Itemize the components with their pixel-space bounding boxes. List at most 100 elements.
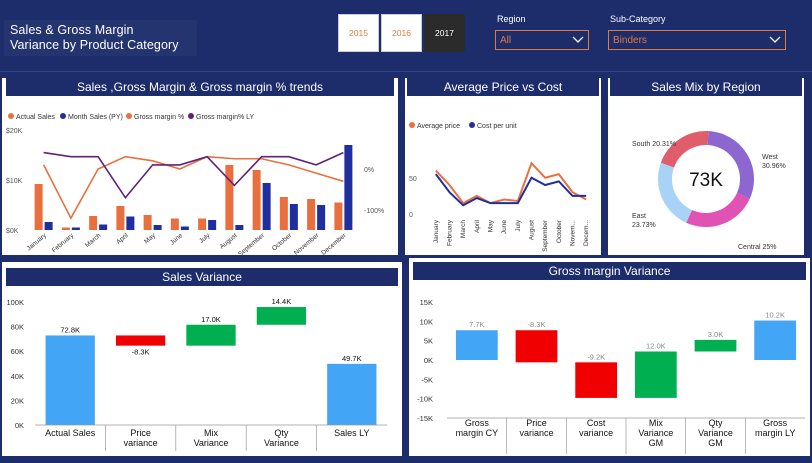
x-tick-label: August (529, 220, 536, 240)
center-total-label: 73K (689, 170, 723, 191)
legend-label: Gross margin % (134, 114, 184, 121)
y-tick-label: 20K (11, 396, 24, 405)
slice-east (658, 162, 692, 223)
waterfall-bar (634, 351, 677, 398)
waterfall-bar (115, 335, 166, 346)
data-label: 17.0K (201, 315, 221, 324)
bar-actual-sales (143, 215, 152, 230)
bar-actual-sales (198, 218, 207, 230)
year-button-2017[interactable]: 2017 (424, 14, 465, 52)
legend-marker (60, 113, 66, 119)
waterfall-bar (455, 330, 498, 360)
region-value: All (500, 34, 512, 46)
bar-month-sales-py (235, 225, 244, 230)
x-category-label: Price variance (519, 418, 553, 438)
x-category-label: Mix Variance GM (638, 418, 673, 448)
slice-central (686, 193, 750, 227)
x-category-label: Gross margin CY (456, 418, 499, 438)
y-tick-label: 80K (11, 323, 24, 332)
bar-month-sales-py (317, 205, 326, 230)
region-dropdown[interactable]: All (495, 30, 589, 50)
x-tick-label: September (542, 219, 549, 252)
x-tick-label: April (474, 219, 481, 233)
data-label: 12.0K (646, 341, 666, 350)
data-label: -8.3K (132, 348, 150, 357)
gm-variance-chart: 15K 10K 5K 0K -5K -10K -15K 7.7K Gross margin CY -… (417, 298, 805, 454)
x-tick-label: September (237, 232, 266, 255)
title-line-2: Variance by Product Category (10, 38, 179, 52)
x-tick-label: Decem... (583, 220, 590, 246)
waterfall-bar (256, 307, 307, 325)
y-tick-label: 0 (409, 212, 413, 219)
x-tick-label: March (460, 220, 467, 238)
subcategory-dropdown[interactable]: Binders (608, 30, 786, 50)
sales-mix-title: Sales Mix by Region (610, 78, 802, 96)
year-button-2015[interactable]: 2015 (338, 14, 379, 52)
legend-label: Average price (417, 123, 460, 130)
x-category-label: Cost variance (579, 418, 613, 438)
bar-month-sales-py (44, 222, 53, 230)
line-gross-margin-pct-ly (43, 151, 344, 200)
x-tick-label: October (556, 219, 563, 243)
x-category-label: Qty Variance GM (698, 418, 733, 448)
bar-month-sales-py (99, 224, 108, 230)
legend-label: Cost per unit (477, 123, 517, 130)
waterfall-bar (694, 339, 737, 352)
price-cost-panel: Average Price vs Cost Average price Cost … (405, 78, 601, 255)
x-tick-label: December (320, 232, 348, 255)
slice-label-south: South 20.31% (632, 141, 676, 148)
data-label: 7.7K (469, 320, 484, 329)
bar-actual-sales (307, 199, 316, 230)
bar-month-sales-py (71, 227, 80, 230)
x-tick-label: March (84, 232, 103, 249)
price-cost-chart: Average price Cost per unit 50 0 January Febr… (409, 122, 590, 252)
trends-title: Sales ,Gross Margin & Gross margin % tre… (6, 78, 394, 96)
bar-actual-sales (252, 170, 261, 230)
sales-mix-chart: 73K West 30.96% Central 25% East 23.73% South … (632, 131, 786, 251)
bar-actual-sales (334, 202, 343, 230)
x-tick-label: July (198, 232, 212, 245)
bar-actual-sales (34, 184, 43, 230)
x-tick-label: April (115, 232, 130, 246)
x-tick-label: November (293, 232, 321, 255)
x-category-label: Sales LY (334, 428, 369, 438)
line-gross-margin-pct (42, 155, 344, 220)
bar-month-sales-py (153, 225, 162, 230)
bar-actual-sales (170, 218, 179, 230)
y-tick-label: $20K (6, 128, 23, 135)
subcategory-value: Binders (613, 34, 647, 46)
slice-west (707, 131, 754, 199)
bar-month-sales-py (180, 226, 189, 230)
region-label: Region (497, 14, 526, 24)
x-tick-label: June (169, 232, 185, 247)
waterfall-bar (754, 320, 797, 360)
legend-marker (409, 122, 415, 128)
dashboard-title: Sales & Gross Margin Variance by Product… (4, 20, 197, 56)
legend-label: Month Sales (PY) (68, 114, 123, 121)
x-tick-label: July (515, 219, 522, 231)
title-line-1: Sales & Gross Margin (10, 23, 134, 37)
bar-month-sales-py (208, 220, 217, 230)
bar-actual-sales (225, 165, 234, 230)
gm-variance-panel: Gross margin Variance 15K 10K 5K 0K -5K -10K -… (409, 258, 810, 456)
sales-variance-chart: 100K 80K 60K 40K 20K 0K 72.8K Actual Sales -8.3K… (6, 297, 387, 451)
bar-month-sales-py (289, 204, 298, 230)
bar-actual-sales (116, 206, 125, 230)
y-tick-label: 10K (420, 317, 433, 326)
subcategory-label: Sub-Category (610, 14, 666, 24)
year-button-2016[interactable]: 2016 (381, 14, 422, 52)
line-cost-per-unit (435, 173, 587, 207)
bar-actual-sales (279, 197, 288, 230)
legend-marker (469, 122, 475, 128)
data-label: -9.2K (587, 352, 605, 361)
gm-variance-title: Gross margin Variance (413, 262, 806, 280)
x-tick-label: October (271, 232, 294, 253)
data-label: 14.4K (272, 297, 292, 306)
slice-label-east: East 23.73% (632, 213, 656, 229)
y-tick-label: 100K (6, 298, 24, 307)
data-label: 10.2K (765, 311, 785, 320)
chevron-down-icon (572, 36, 584, 43)
y-tick-label: -5K (421, 375, 433, 384)
y-tick-label: 5K (424, 337, 433, 346)
y-right-tick-label: 0% (364, 167, 374, 174)
